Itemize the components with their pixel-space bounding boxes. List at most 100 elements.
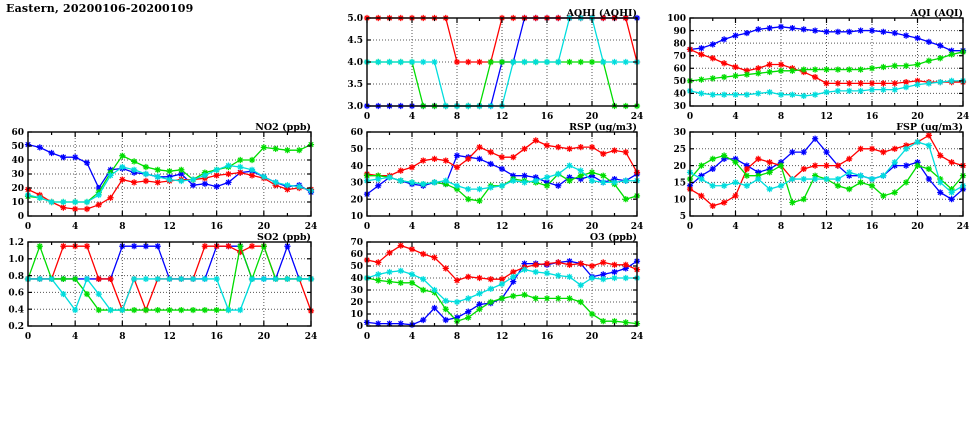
x-axis-tick-label: 0 [25, 332, 31, 342]
data-point-marker [766, 24, 773, 32]
x-axis-tick-label: 4 [732, 222, 738, 232]
data-point-marker [237, 306, 244, 314]
data-point-marker [48, 275, 55, 283]
x-axis-tick-label: 12 [496, 112, 509, 122]
data-point-marker [154, 275, 161, 283]
x-axis-tick-label: 0 [687, 112, 693, 122]
data-point-marker [891, 62, 898, 69]
data-point-marker [857, 172, 864, 179]
x-axis-tick-label: 24 [631, 222, 644, 232]
data-point-marker [834, 162, 841, 169]
x-axis-tick-label: 4 [409, 332, 415, 342]
chart-aqi: 30 40 50 60 70 80 90 100 0 4 8 12 16 20 24 AQI (AQI) [667, 8, 969, 122]
data-point-marker [777, 91, 785, 98]
data-point-marker [178, 166, 185, 173]
data-point-marker [95, 201, 102, 208]
data-point-marker [766, 89, 773, 96]
data-point-marker [777, 67, 785, 74]
data-point-marker [95, 275, 102, 283]
x-axis-tick-label: 0 [25, 222, 31, 232]
y-axis-tick-label: 10 [350, 310, 363, 320]
data-point-marker [868, 65, 876, 72]
data-point-marker [698, 175, 705, 183]
x-axis-tick-label: 12 [496, 222, 509, 232]
y-axis-tick-label: 100 [667, 14, 686, 24]
data-point-marker [386, 249, 393, 256]
data-point-marker [453, 58, 461, 66]
data-point-marker [566, 261, 573, 268]
data-point-marker [131, 306, 138, 314]
x-axis-tick-label: 24 [631, 112, 644, 122]
data-point-marker [937, 189, 944, 196]
data-point-marker [107, 275, 114, 283]
data-point-marker [555, 295, 562, 302]
data-point-marker [431, 254, 438, 261]
data-point-marker [743, 91, 750, 98]
data-point-marker [532, 295, 539, 302]
data-point-marker [834, 87, 841, 95]
x-axis-tick-label: 12 [820, 112, 833, 122]
data-point-marker [453, 186, 461, 193]
data-point-marker [131, 166, 138, 173]
data-point-marker [891, 80, 898, 87]
data-point-marker [442, 297, 449, 304]
y-axis-tick-label: 10 [673, 195, 686, 205]
data-point-marker [622, 58, 629, 66]
data-point-marker [857, 80, 864, 87]
data-point-marker [880, 80, 887, 87]
data-point-marker [375, 320, 382, 327]
y-axis-tick-label: 80 [673, 39, 686, 49]
data-point-marker [555, 272, 562, 279]
panel-title: RSP (ug/m3) [569, 122, 637, 133]
y-axis-tick-label: 30 [350, 179, 363, 189]
data-point-marker [375, 277, 382, 284]
data-point-marker [777, 61, 785, 68]
data-point-marker [201, 180, 208, 187]
data-point-marker [72, 154, 79, 161]
data-point-marker [777, 159, 785, 166]
data-point-marker [566, 177, 573, 184]
data-point-marker [709, 165, 716, 173]
data-point-marker [213, 166, 220, 173]
data-point-marker [588, 310, 596, 318]
data-point-marker [408, 279, 416, 286]
panel-title: AQI (AQI) [910, 8, 963, 19]
data-point-marker [476, 301, 483, 308]
data-point-marker [72, 306, 79, 314]
data-point-marker [213, 306, 220, 314]
data-point-marker [709, 75, 716, 82]
data-point-marker [823, 162, 830, 169]
data-point-marker [543, 270, 551, 277]
data-point-marker [868, 175, 876, 183]
data-point-marker [296, 275, 303, 283]
data-point-marker [611, 318, 618, 325]
x-axis-tick-label: 8 [119, 332, 125, 342]
data-point-marker [846, 80, 853, 87]
data-point-marker [465, 155, 472, 162]
panel-title: O3 (ppb) [590, 232, 637, 243]
data-point-marker [903, 145, 910, 152]
data-point-marker [225, 179, 232, 186]
data-point-marker [521, 145, 528, 152]
data-point-marker [709, 182, 716, 189]
data-point-marker [420, 58, 427, 66]
data-point-marker [408, 164, 416, 171]
data-point-marker [925, 165, 932, 173]
data-point-marker [260, 173, 267, 180]
data-point-marker [431, 304, 438, 312]
data-point-marker [766, 68, 773, 76]
x-axis-tick-label: 24 [957, 222, 970, 232]
data-point-marker [431, 155, 438, 162]
data-point-marker [189, 275, 197, 283]
y-axis-tick-label: 60 [673, 64, 686, 74]
data-point-marker [225, 170, 232, 178]
data-point-marker [487, 184, 494, 191]
data-point-marker [721, 60, 728, 67]
data-point-marker [498, 276, 506, 283]
data-point-marker [709, 202, 716, 210]
data-point-marker [755, 70, 762, 77]
data-point-marker [48, 198, 55, 206]
series-4 [686, 77, 967, 100]
data-point-marker [237, 243, 244, 250]
x-axis-tick-label: 4 [409, 222, 415, 232]
